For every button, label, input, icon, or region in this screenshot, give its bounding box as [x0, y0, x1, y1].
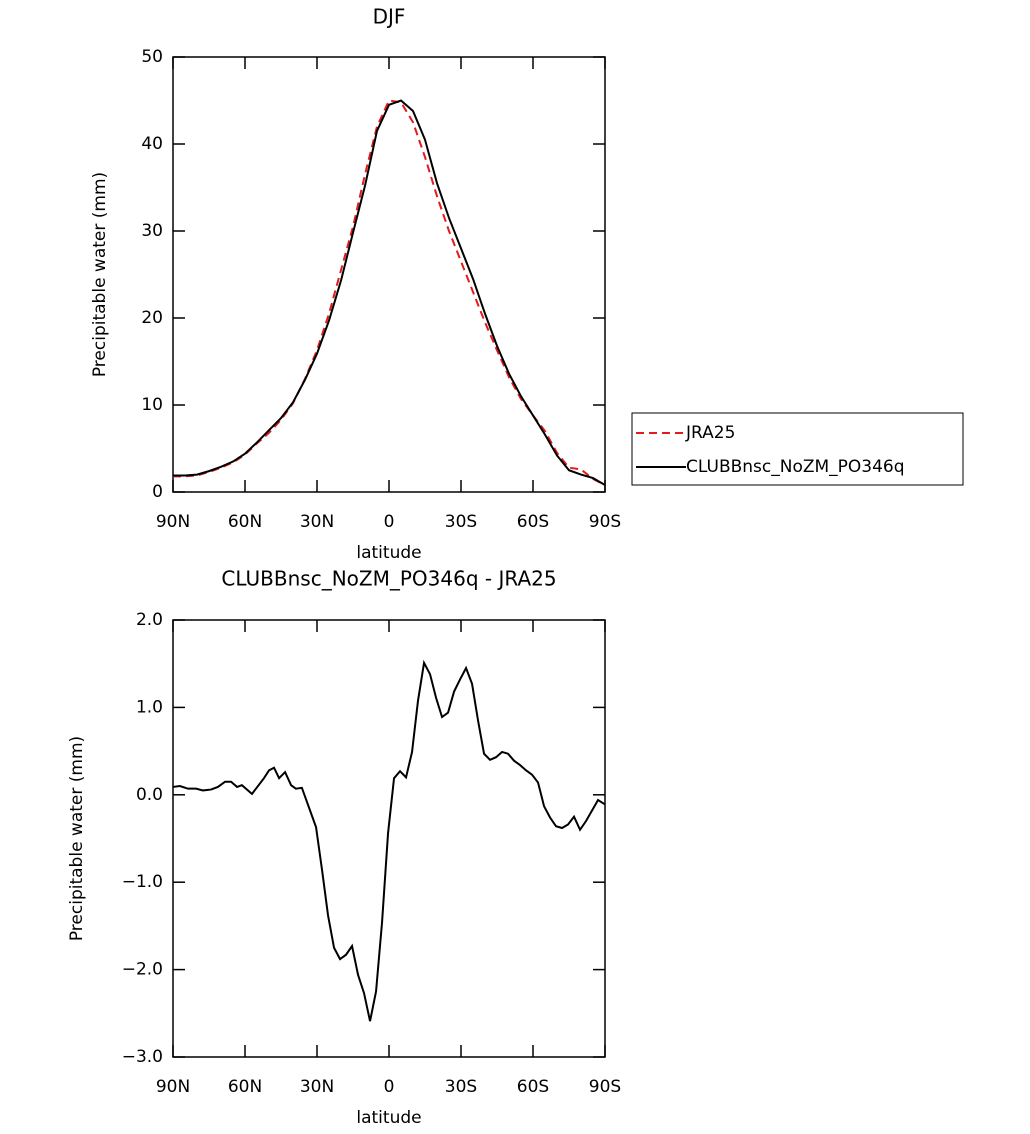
x-tick-label: 30S	[445, 1077, 477, 1097]
x-tick-label: 0	[384, 512, 395, 532]
data-line	[172, 659, 606, 1022]
x-tick-label: 60S	[517, 1077, 549, 1097]
data-line	[173, 99, 606, 486]
x-tick-label: 90S	[589, 512, 621, 532]
x-axis-label: latitude	[356, 1108, 421, 1128]
x-tick-label: 90N	[156, 1077, 190, 1097]
x-tick-label: 0	[384, 1077, 395, 1097]
legend-box	[631, 412, 964, 486]
y-tick-label: 0.0	[136, 785, 163, 805]
legend-label: CLUBBnsc_NoZM_PO346q	[686, 457, 905, 477]
y-tick-label: 2.0	[136, 610, 163, 630]
y-tick-label: 20	[141, 308, 163, 328]
x-tick-label: 90S	[589, 1077, 621, 1097]
y-tick-label: 50	[141, 47, 163, 67]
x-tick-label: 30N	[300, 512, 334, 532]
x-tick-label: 60N	[228, 1077, 262, 1097]
chart-title: CLUBBnsc_NoZM_PO346q - JRA25	[221, 567, 556, 591]
y-tick-label: 0	[152, 482, 163, 502]
y-tick-label: −3.0	[122, 1047, 163, 1067]
y-tick-label: 40	[141, 134, 163, 154]
y-tick-label: 10	[141, 395, 163, 415]
y-tick-label: −2.0	[122, 960, 163, 980]
x-axis-label: latitude	[356, 543, 421, 563]
x-tick-label: 30N	[300, 1077, 334, 1097]
x-tick-label: 30S	[445, 512, 477, 532]
x-tick-label: 60N	[228, 512, 262, 532]
y-tick-label: −1.0	[122, 872, 163, 892]
y-tick-label: 1.0	[136, 697, 163, 717]
x-tick-label: 60S	[517, 512, 549, 532]
y-axis-label: Precipitable water (mm)	[67, 736, 87, 941]
y-axis-label: Precipitable water (mm)	[90, 172, 110, 377]
plot-frame	[172, 619, 606, 1058]
y-tick-label: 30	[141, 221, 163, 241]
legend-label: JRA25	[685, 423, 735, 443]
chart-title: DJF	[373, 5, 406, 29]
x-tick-label: 90N	[156, 512, 190, 532]
